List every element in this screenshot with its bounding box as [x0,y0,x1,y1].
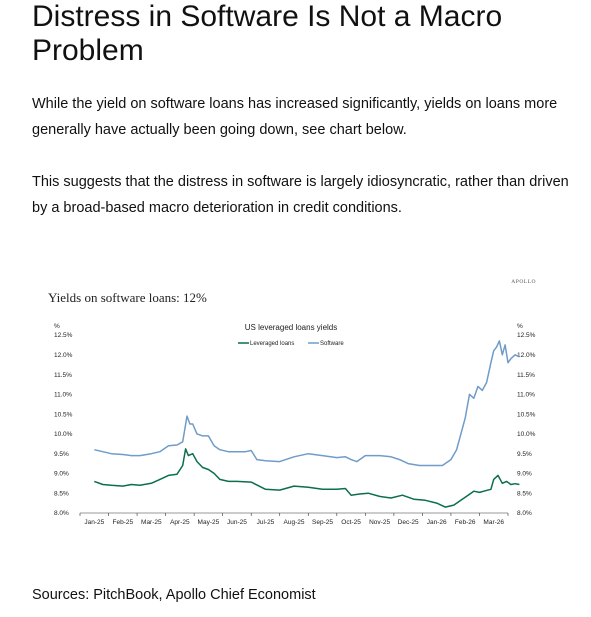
y-tick-label-right: 12.5% [517,332,536,339]
sources-note: Sources: PitchBook, Apollo Chief Economi… [32,587,316,603]
y-tick-label-left: 11.0% [54,392,72,399]
y-tick-label-right: 11.5% [517,372,535,379]
series-lines [94,340,520,508]
series-line-software [94,340,520,467]
x-tick-label: Sep-25 [312,519,333,526]
x-tick-label: Jan-26 [427,519,447,526]
x-tick-label: Nov-25 [369,519,390,526]
y-tick-label-left: 10.0% [54,431,73,438]
y-axis-right: 8.0% 8.5% 9.0% 9.5% 10.0% 10.5% 11.0% 11.5% 12.0… [517,332,536,517]
y-axis-left: 8.0% 8.5% 9.0% 9.5% 10.0% 10.5% 11.0% 11.5% 12.0… [54,332,73,517]
y-tick-label-right: 11.0% [517,392,535,399]
x-tick-label: Jun-25 [227,519,247,526]
series-line-leveraged-loans [94,448,520,508]
y-axis-unit-right: % [517,323,523,330]
legend-leveraged-label: Leveraged loans [250,341,294,347]
y-tick-label-left: 8.5% [54,490,69,497]
chart-brand: APOLLO [511,279,536,285]
x-tick-label: Aug-25 [284,519,305,526]
chart-subtitle: US leveraged loans yields [245,323,338,332]
y-tick-label-right: 10.5% [517,411,536,418]
y-tick-label-left: 9.0% [54,471,69,478]
chart-figure: APOLLO Yields on software loans: 12% US … [40,270,550,540]
x-tick-label: Jul-25 [257,519,275,526]
x-tick-label: Feb-25 [112,519,133,526]
y-tick-label-left: 12.5% [54,332,73,339]
article-paragraph-2: This suggests that the distress in softw… [32,174,569,216]
y-tick-label-right: 8.5% [517,490,532,497]
y-tick-label-right: 9.0% [517,471,532,478]
y-tick-label-right: 9.5% [517,451,532,458]
y-axis-unit-left: % [54,323,60,330]
y-tick-label-left: 11.5% [54,372,72,379]
x-tick-label: Mar-26 [483,519,504,526]
x-tick-label: Dec-25 [398,519,419,526]
x-tick-label: Jan-25 [84,519,104,526]
y-tick-label-left: 10.5% [54,411,73,418]
y-tick-label-right: 8.0% [517,510,532,517]
y-tick-label-left: 8.0% [54,510,69,517]
y-tick-label-left: 12.0% [54,352,73,359]
y-tick-label-right: 10.0% [517,431,536,438]
yields-line-chart: APOLLO Yields on software loans: 12% US … [48,279,536,526]
x-tick-label: Mar-25 [141,519,162,526]
x-tick-label: Oct-25 [341,519,361,526]
x-tick-label: May-25 [198,519,220,526]
y-tick-label-left: 9.5% [54,451,69,458]
article-paragraph-1: While the yield on software loans has in… [32,96,558,138]
x-tick-label: Feb-26 [455,519,476,526]
legend-software-label: Software [320,341,344,347]
x-axis: Jan-25 Feb-25 Mar-25 Apr-25 May-25 Jun-25 Jul-… [79,513,509,526]
y-tick-label-right: 12.0% [517,352,536,359]
x-tick-label: Apr-25 [170,519,190,526]
article-title: Distress in Software Is Not a Macro Prob… [32,0,503,67]
chart-title: Yields on software loans: 12% [48,290,207,305]
